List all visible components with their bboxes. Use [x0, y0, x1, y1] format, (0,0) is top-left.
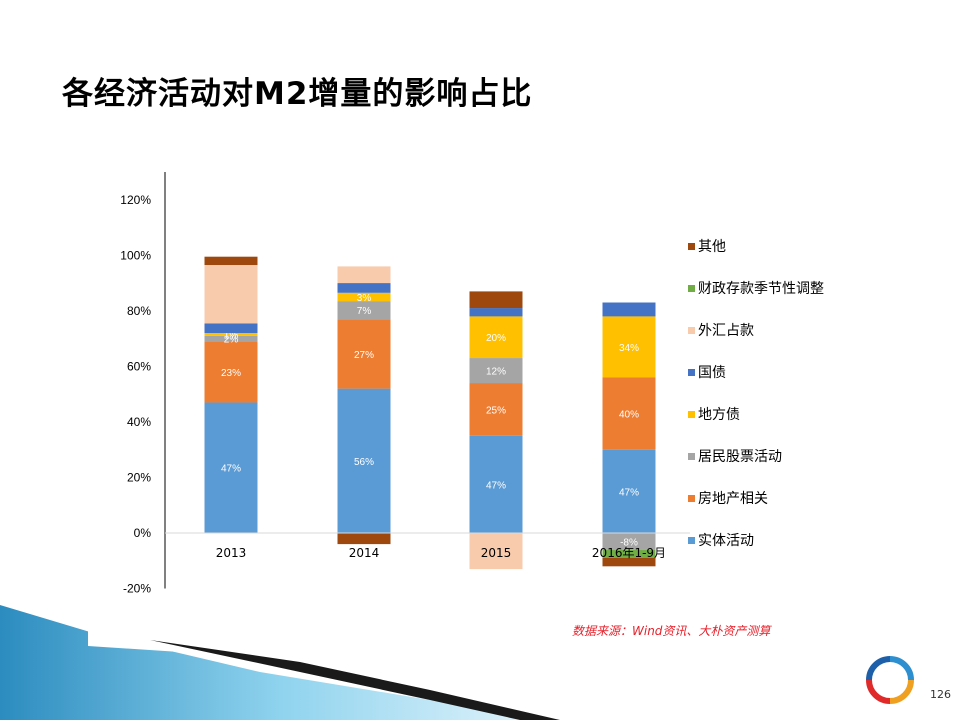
legend-item-财政存款季节性调整: 财政存款季节性调整	[688, 278, 824, 298]
x-category-label: 2016年1-9月	[592, 546, 666, 560]
slide-title: 各经济活动对M2增量的影响占比	[62, 76, 533, 112]
data-label: 47%	[619, 487, 639, 498]
y-tick-label: 80%	[127, 304, 151, 318]
data-label: 2%	[224, 335, 239, 346]
legend-swatch	[688, 495, 695, 502]
bar-segment	[204, 341, 258, 403]
bar-segment	[469, 291, 523, 309]
y-tick-label: 40%	[127, 415, 151, 429]
legend-swatch	[688, 537, 695, 544]
bar-segment	[469, 308, 523, 317]
page-number: 126	[930, 688, 951, 701]
legend-label: 其他	[698, 239, 726, 255]
bar-segment	[602, 316, 656, 378]
bar-segment	[602, 449, 656, 533]
bar-segment	[337, 301, 391, 320]
bar-segment	[602, 302, 656, 317]
y-tick-label: 20%	[127, 470, 151, 484]
bar-segment	[602, 377, 656, 450]
legend-label: 外汇占款	[698, 323, 754, 339]
legend-item-外汇占款: 外汇占款	[688, 320, 754, 340]
legend-swatch	[688, 327, 695, 334]
bar-segment	[204, 323, 258, 334]
data-label: 7%	[357, 306, 372, 317]
x-category-label: 2015	[481, 546, 512, 560]
y-tick-label: 0%	[134, 526, 152, 540]
y-tick-label: 120%	[120, 193, 151, 207]
bar-segment	[204, 256, 258, 266]
bar-segment	[602, 533, 656, 550]
bar-segment	[204, 333, 258, 336]
legend-item-其他: 其他	[688, 236, 726, 256]
bar-segment	[602, 549, 656, 558]
x-category-label: 2014	[349, 546, 380, 560]
bar-segment	[337, 319, 391, 389]
bar-segment	[204, 402, 258, 533]
bar-segment	[337, 388, 391, 533]
legend-label: 实体活动	[698, 533, 754, 549]
legend-label: 地方债	[698, 407, 740, 423]
legend-label: 居民股票活动	[698, 449, 782, 465]
y-tick-label: 100%	[120, 248, 151, 262]
bar-segment	[204, 265, 258, 324]
legend-swatch	[688, 285, 695, 292]
legend-item-国债: 国债	[688, 362, 726, 382]
bar-segment	[204, 335, 258, 342]
legend-swatch	[688, 369, 695, 376]
y-tick-label: 60%	[127, 359, 151, 373]
data-label: 34%	[619, 343, 639, 354]
data-label: 23%	[221, 368, 241, 379]
bar-segment	[337, 283, 391, 293]
bar-segment	[337, 533, 391, 545]
bar-segment	[469, 533, 523, 570]
data-label: 40%	[619, 410, 639, 421]
legend-label: 国债	[698, 365, 726, 381]
company-logo	[866, 656, 914, 704]
data-label: 56%	[354, 457, 374, 468]
legend-item-实体活动: 实体活动	[688, 530, 754, 550]
legend-label: 财政存款季节性调整	[698, 281, 824, 297]
legend-item-房地产相关: 房地产相关	[688, 488, 768, 508]
data-label: -8%	[620, 537, 638, 548]
legend-label: 房地产相关	[698, 491, 768, 507]
legend-swatch	[688, 453, 695, 460]
legend-swatch	[688, 411, 695, 418]
bar-segment	[337, 292, 391, 302]
bar-segment	[602, 557, 656, 567]
bar-segment	[469, 316, 523, 359]
data-label: 47%	[486, 480, 506, 491]
x-category-label: 2013	[216, 546, 247, 560]
legend-item-地方债: 地方债	[688, 404, 740, 424]
data-label: 27%	[354, 350, 374, 361]
legend-item-居民股票活动: 居民股票活动	[688, 446, 782, 466]
data-label: 20%	[486, 333, 506, 344]
bar-segment	[469, 435, 523, 533]
bar-segment	[469, 358, 523, 384]
y-tick-label: -20%	[123, 582, 151, 596]
data-label: 1%	[224, 330, 239, 341]
data-label: 25%	[486, 405, 506, 416]
bar-segment	[469, 383, 523, 436]
data-label: 47%	[221, 464, 241, 475]
data-label: 12%	[486, 367, 506, 378]
data-label: 3%	[357, 293, 372, 304]
bar-segment	[337, 266, 391, 284]
data-source-note: 数据来源：Wind资讯、大朴资产测算	[572, 624, 771, 638]
legend-swatch	[688, 243, 695, 250]
